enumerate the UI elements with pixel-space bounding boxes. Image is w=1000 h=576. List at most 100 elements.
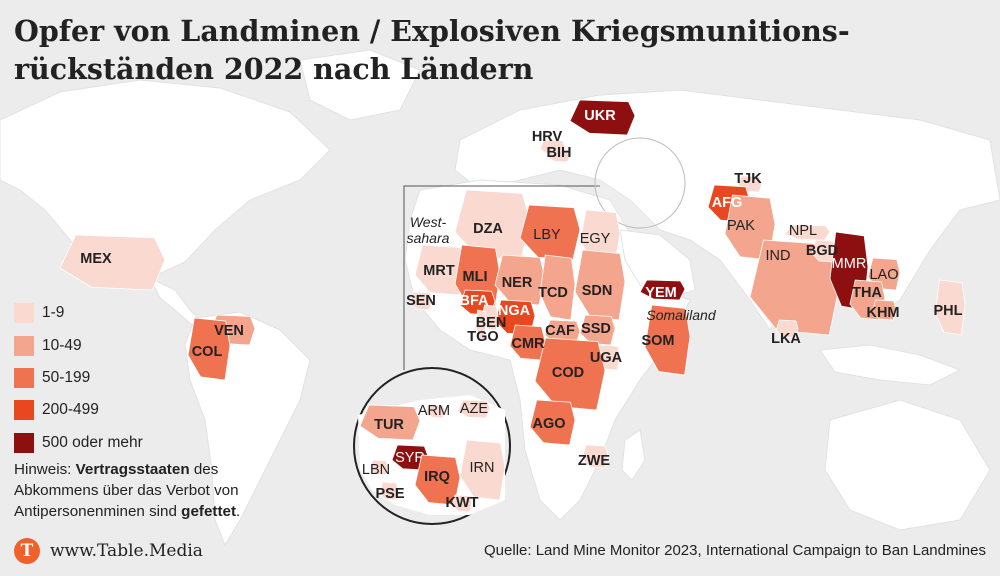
label-som: SOM [641,333,674,349]
label-pak: PAK [727,218,755,234]
region-tcd [539,254,576,321]
region-arm [425,404,446,419]
label-phl: PHL [934,303,963,319]
label-arm: ARM [418,403,450,419]
landmass-central-america [148,276,201,326]
title-line-2: rückständen 2022 nach Ländern [14,52,534,86]
label-lka: LKA [771,331,801,347]
landmass-indonesia [819,344,962,386]
label-ven: VEN [214,323,244,339]
legend-swatch [14,432,34,453]
region-mrt [414,244,466,296]
region-bih [547,149,571,163]
label-ago: AGO [532,416,565,432]
legend-item-1: 1-9 [14,297,143,329]
label-uga: UGA [590,350,623,366]
region-lby [519,204,581,261]
label-tcd: TCD [538,285,568,301]
region-sdn [574,249,626,321]
region-sen [409,291,433,311]
label-mrt: MRT [423,263,455,279]
label-yem: YEM [645,285,676,301]
legend-swatch [14,335,34,356]
label-kwt: KWT [445,495,478,511]
note-middle: des Abkommens über das Verbot von Antipe… [14,461,239,520]
table-media-logo-icon: T [14,538,40,564]
region-irn [459,439,506,501]
label-afg: AFG [712,195,743,211]
region-som [644,304,691,376]
region-lka [775,319,799,339]
title-line-1: Opfer von Landminen / Explosiven Kriegsm… [14,14,850,48]
brand-url[interactable]: www.Table.Media [50,541,203,561]
label-ind: IND [766,248,791,264]
region-ssd [579,314,616,346]
note-suffix: . [236,503,241,520]
label-caf: CAF [545,323,575,339]
label-mex: MEX [80,251,112,267]
legend-label: 200-499 [42,401,99,419]
legend-label: 50-199 [42,368,91,386]
region-ago [529,399,576,446]
note-prefix: Hinweis: [14,461,76,478]
label-col: COL [192,344,223,360]
region-cod [534,337,606,411]
region-pse [379,481,399,501]
label-tha: THA [852,285,882,301]
note-bold-marked: gefettet [181,503,237,520]
region-ukr [569,99,636,136]
region-tgo [475,309,487,341]
label-ssd: SSD [581,321,611,337]
region-yem [639,279,686,301]
label-bfa: BFA [460,293,490,309]
label-irq: IRQ [424,469,450,485]
legend-item-3: 50-199 [14,362,143,394]
legend-swatch [14,400,34,421]
chart-title: Opfer von Landminen / Explosiven Kriegsm… [14,12,850,88]
legend-swatch [14,367,34,388]
label-aze: AZE [460,401,489,417]
legend-label: 500 oder mehr [42,433,143,451]
legend: 1-9 10-49 50-199 200-499 500 oder mehr [14,297,143,459]
brand: T www.Table.Media [14,538,203,564]
label-dza: DZA [473,221,503,237]
legend-label: 10-49 [42,336,82,354]
label-lao: LAO [869,267,898,283]
label-sdn: SDN [582,283,613,299]
region-tur [359,404,421,441]
region-zwe [581,444,609,469]
label-pse: PSE [375,486,404,502]
region-lbn [369,459,389,476]
label-bih: BIH [547,145,572,161]
legend-label: 1-9 [42,304,65,322]
label-hrv: HRV [532,129,563,145]
label-sen: SEN [406,293,436,309]
label-lby: LBY [533,227,561,243]
label-mli: MLI [463,269,488,285]
region-phl [934,279,966,336]
label-ner: NER [502,275,533,291]
label-lbn: LBN [362,462,390,478]
region-npl [784,224,831,241]
label-nga: NGA [498,303,531,319]
source-note: Quelle: Land Mine Monitor 2023, Internat… [484,542,986,559]
note-text: Hinweis: Vertragsstaaten des Abkommens ü… [14,459,294,522]
label-tur: TUR [374,417,404,433]
legend-swatch [14,303,34,324]
region-aze [457,399,491,419]
label-ben: BEN [476,315,507,331]
label-cod: COD [552,365,584,381]
landmass-madagascar [621,429,646,481]
label-cmr: CMR [511,336,545,352]
inset-middle-east: TUR ARM AZE SYR LBN IRQ IRN PSE KWT [353,367,511,525]
label-bgd: BGD [806,243,838,259]
region-ner [494,254,546,306]
label-somaliland: Somaliland [646,307,716,323]
landmass-greenland [299,49,421,121]
label-tgo: TGO [467,329,498,345]
legend-item-5: 500 oder mehr [14,427,143,459]
label-tjk: TJK [734,171,762,187]
